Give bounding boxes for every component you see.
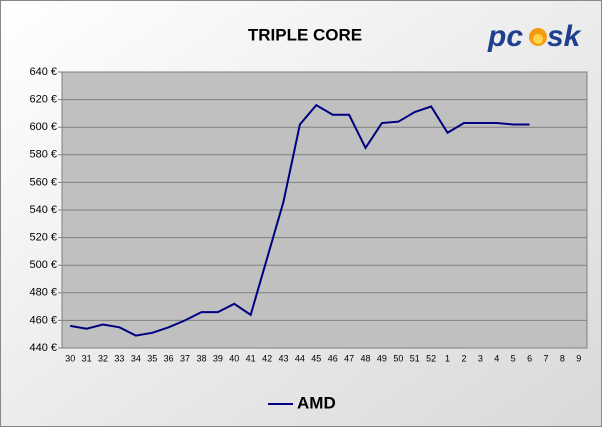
x-tick-label: 43 xyxy=(278,353,288,363)
x-tick-label: 30 xyxy=(65,353,75,363)
logo-text: sk xyxy=(547,20,582,53)
x-tick-label: 4 xyxy=(494,353,499,363)
x-tick-label: 50 xyxy=(393,353,403,363)
logo: pc sk xyxy=(487,20,582,53)
logo-text: pc xyxy=(487,20,523,53)
y-tick-label: 620 € xyxy=(29,94,57,106)
x-tick-label: 52 xyxy=(426,353,436,363)
line-series xyxy=(70,103,530,337)
x-tick-label: 32 xyxy=(98,353,108,363)
x-tick-label: 9 xyxy=(576,353,581,363)
y-tick-label: 440 € xyxy=(29,342,57,354)
x-tick-label: 48 xyxy=(361,353,371,363)
legend-label: AMD xyxy=(297,393,336,412)
x-tick-label: 2 xyxy=(461,353,466,363)
x-tick-label: 49 xyxy=(377,353,387,363)
x-tick-label: 44 xyxy=(295,353,305,363)
x-tick-label: 33 xyxy=(114,353,124,363)
x-tick-label: 35 xyxy=(147,353,157,363)
x-tick-label: 31 xyxy=(82,353,92,363)
chart-title: TRIPLE CORE xyxy=(248,25,362,44)
x-tick-label: 42 xyxy=(262,353,272,363)
x-tick-label: 39 xyxy=(213,353,223,363)
x-tick-label: 45 xyxy=(311,353,321,363)
x-tick-label: 37 xyxy=(180,353,190,363)
x-tick-label: 7 xyxy=(543,353,548,363)
x-tick-label: 38 xyxy=(196,353,206,363)
y-tick-label: 560 € xyxy=(29,176,57,188)
y-tick-label: 460 € xyxy=(29,314,57,326)
x-tick-label: 40 xyxy=(229,353,239,363)
y-tick-label: 540 € xyxy=(29,204,57,216)
x-tick-label: 47 xyxy=(344,353,354,363)
y-tick-label: 520 € xyxy=(29,232,57,244)
x-tick-label: 1 xyxy=(445,353,450,363)
y-tick-label: 600 € xyxy=(29,121,57,133)
x-tick-label: 34 xyxy=(131,353,141,363)
x-tick-label: 3 xyxy=(478,353,483,363)
x-tick-label: 5 xyxy=(511,353,516,363)
x-tick-label: 8 xyxy=(560,353,565,363)
x-tick-label: 51 xyxy=(410,353,420,363)
y-tick-label: 500 € xyxy=(29,259,57,271)
x-tick-label: 6 xyxy=(527,353,532,363)
x-tick-label: 46 xyxy=(328,353,338,363)
x-tick-label: 36 xyxy=(164,353,174,363)
logo-flame-core xyxy=(533,34,543,44)
y-tick-label: 480 € xyxy=(29,287,57,299)
y-tick-label: 580 € xyxy=(29,149,57,161)
y-tick-label: 640 € xyxy=(29,66,57,78)
x-tick-label: 41 xyxy=(246,353,256,363)
